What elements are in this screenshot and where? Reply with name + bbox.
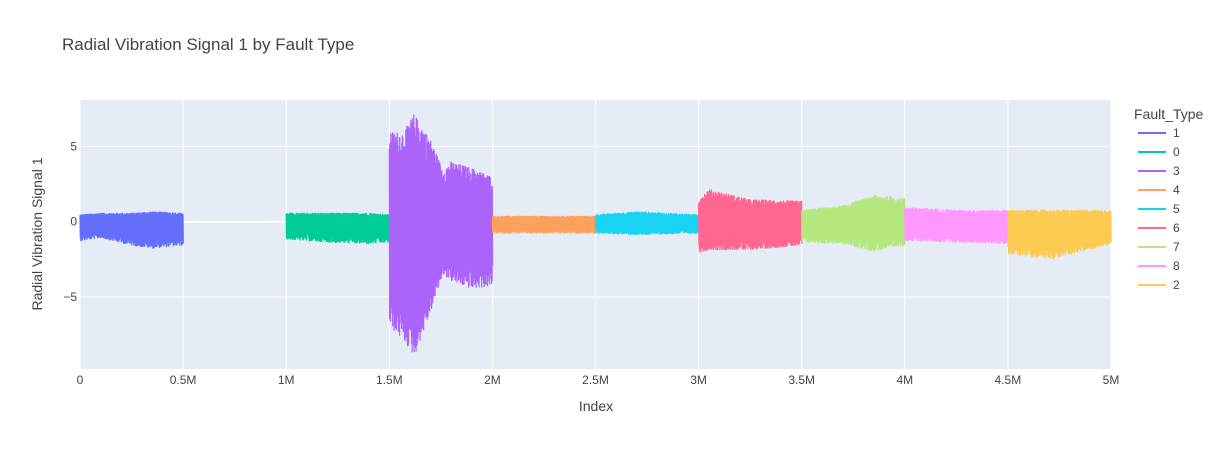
x-tick-label: 3.5M [788,373,815,387]
series-0-line [285,212,391,244]
x-tick-label: 0.5M [170,373,197,387]
legend-item[interactable]: 8 [1138,259,1180,273]
series-0 [285,212,391,244]
legend-label: 4 [1173,183,1180,197]
series-5 [594,211,700,236]
series-2-line [1007,209,1112,260]
x-tick-label: 4.5M [995,373,1022,387]
series-6-line [697,189,803,253]
series-2 [1007,209,1112,260]
x-tick-label: 1.5M [376,373,403,387]
series-layer [79,114,1112,353]
x-tick-label: 5M [1103,373,1120,387]
series-1 [79,211,184,249]
legend-item[interactable]: 7 [1138,240,1180,254]
x-tick-label: 4M [896,373,913,387]
y-tick-label: 0 [70,215,77,229]
legend-label: 7 [1173,240,1180,254]
legend: 1 0 3 4 5 6 7 8 2 [1138,126,1180,292]
legend-label: 8 [1173,259,1180,273]
legend-label: 6 [1173,221,1180,235]
tick-labels: 0 0.5M 1M 1.5M 2M 2.5M 3M 3.5M 4M 4.5M 5M 5 0 −5 [63,140,1119,387]
legend-title: Fault_Type [1134,106,1203,122]
legend-item[interactable]: 3 [1138,164,1180,178]
y-axis-label: Radial Vibration Signal 1 [29,157,45,310]
legend-item[interactable]: 0 [1138,145,1180,159]
legend-item[interactable]: 2 [1138,278,1180,292]
series-3-line [388,114,494,353]
x-tick-label: 2M [484,373,501,387]
legend-label: 1 [1173,126,1180,140]
series-7 [801,194,906,252]
x-tick-label: 2.5M [582,373,609,387]
legend-label: 5 [1173,202,1180,216]
legend-item[interactable]: 6 [1138,221,1180,235]
legend-label: 3 [1173,164,1180,178]
y-tick-label: −5 [63,290,77,304]
x-axis-label: Index [579,398,613,414]
x-tick-label: 3M [690,373,707,387]
series-4-line [491,215,597,234]
x-tick-label: 0 [77,373,84,387]
series-7-line [801,194,906,252]
series-6 [697,189,803,253]
chart-title: Radial Vibration Signal 1 by Fault Type [62,35,354,54]
series-8-line [904,206,1009,245]
legend-label: 0 [1173,145,1180,159]
legend-item[interactable]: 1 [1138,126,1180,140]
legend-label: 2 [1173,278,1180,292]
y-tick-label: 5 [70,140,77,154]
legend-item[interactable]: 5 [1138,202,1180,216]
legend-item[interactable]: 4 [1138,183,1180,197]
series-1-line [79,211,184,249]
series-8 [904,206,1009,245]
series-3 [388,114,494,353]
series-5-line [594,211,700,236]
series-4 [491,215,597,234]
x-tick-label: 1M [278,373,295,387]
